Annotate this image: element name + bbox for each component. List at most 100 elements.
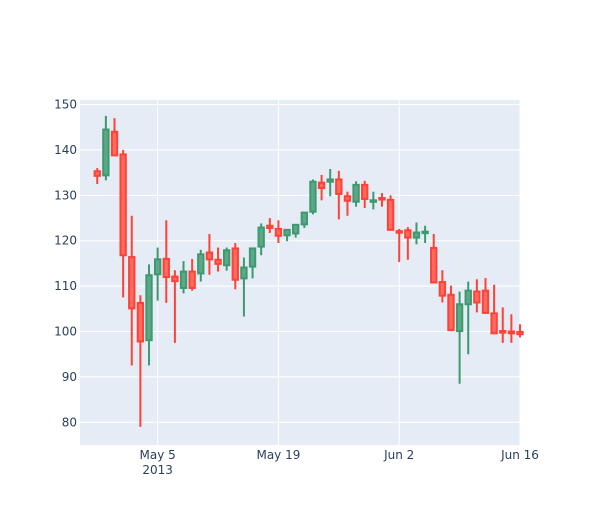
candle-body: [361, 183, 369, 200]
candle-body: [231, 247, 239, 281]
candle: [283, 228, 291, 242]
candle-body: [369, 199, 378, 203]
y-tick-label: 100: [54, 325, 77, 339]
candle-body: [188, 270, 196, 289]
candle: [464, 281, 472, 355]
candle-body: [214, 258, 222, 265]
candle-body: [300, 211, 308, 226]
candle-body: [516, 330, 524, 336]
y-tick-label: 150: [54, 98, 77, 112]
candle-body: [464, 289, 472, 306]
candle: [412, 222, 421, 245]
candle-body: [240, 266, 248, 280]
candle-body: [335, 178, 343, 195]
y-tick-label: 120: [54, 234, 77, 248]
candle: [179, 261, 188, 294]
candle-body: [317, 181, 326, 190]
candle-body: [153, 258, 162, 276]
candle-body: [266, 224, 274, 230]
candle: [335, 170, 343, 220]
candle-body: [274, 227, 283, 237]
candle: [473, 279, 481, 313]
candle-body: [283, 228, 291, 237]
candle: [136, 295, 145, 427]
candle-body: [438, 281, 447, 297]
candle: [421, 225, 429, 243]
candle-body: [162, 257, 170, 279]
candle-body: [292, 223, 300, 235]
candle: [145, 264, 153, 366]
candles: [93, 115, 524, 427]
x-tick-label: Jun 2: [383, 448, 414, 462]
candle-body: [455, 303, 464, 333]
candle: [153, 247, 162, 301]
candle: [110, 118, 119, 157]
candle: [205, 233, 214, 275]
x-tick-label: Jun 16: [500, 448, 539, 462]
candle: [309, 179, 317, 215]
y-tick-label: 130: [54, 188, 77, 202]
plot-background: [80, 100, 520, 445]
candle-body: [222, 249, 231, 267]
candle-body: [507, 330, 516, 335]
candle: [222, 247, 231, 271]
candle: [369, 191, 378, 210]
candle-body: [499, 330, 507, 334]
candle: [274, 220, 283, 243]
candle: [481, 277, 490, 314]
candle-body: [93, 170, 101, 177]
candle-body: [386, 198, 395, 231]
candle: [119, 149, 127, 298]
candle-body: [430, 246, 438, 284]
candle-body: [197, 253, 205, 275]
candle: [188, 258, 196, 291]
candle-body: [136, 301, 145, 343]
candle: [404, 227, 412, 260]
candle-body: [412, 231, 421, 239]
x-tick-year-label: 2013: [142, 463, 173, 477]
candle-body: [352, 183, 360, 203]
x-tick-label: May 19: [256, 448, 300, 462]
candle-body: [205, 251, 214, 261]
candle: [326, 169, 334, 197]
candle-body: [145, 274, 153, 342]
candle: [490, 284, 498, 335]
candle: [361, 180, 369, 209]
y-tick-label: 90: [62, 370, 77, 384]
candle: [395, 228, 403, 263]
candle: [378, 193, 386, 207]
x-tick-label: May 5: [140, 448, 176, 462]
candle: [447, 285, 455, 332]
candle: [300, 211, 308, 229]
candle-body: [309, 180, 317, 213]
candle-body: [395, 230, 403, 234]
candle: [292, 223, 300, 238]
candle-body: [343, 195, 352, 202]
candle: [352, 181, 360, 207]
candle-body: [447, 293, 455, 332]
candle: [93, 168, 101, 184]
y-tick-label: 140: [54, 143, 77, 157]
candle: [257, 223, 265, 256]
candle: [266, 218, 274, 234]
candle: [240, 257, 248, 317]
candle: [507, 314, 516, 343]
candle-body: [421, 230, 429, 235]
candle: [438, 270, 447, 303]
candle: [102, 115, 110, 181]
candle-body: [326, 178, 334, 183]
candle-body: [171, 275, 179, 283]
candle-body: [119, 153, 127, 257]
candle-body: [473, 290, 481, 304]
candle: [231, 242, 239, 290]
candle-body: [378, 197, 386, 201]
candle-body: [481, 289, 490, 314]
candle: [317, 174, 326, 201]
candle-body: [257, 226, 265, 248]
candle-body: [179, 270, 188, 289]
candle-body: [248, 247, 257, 268]
candle: [343, 191, 352, 216]
y-axis: 80 90 100 110 120 130 140 150: [54, 98, 77, 430]
candle: [171, 270, 179, 343]
